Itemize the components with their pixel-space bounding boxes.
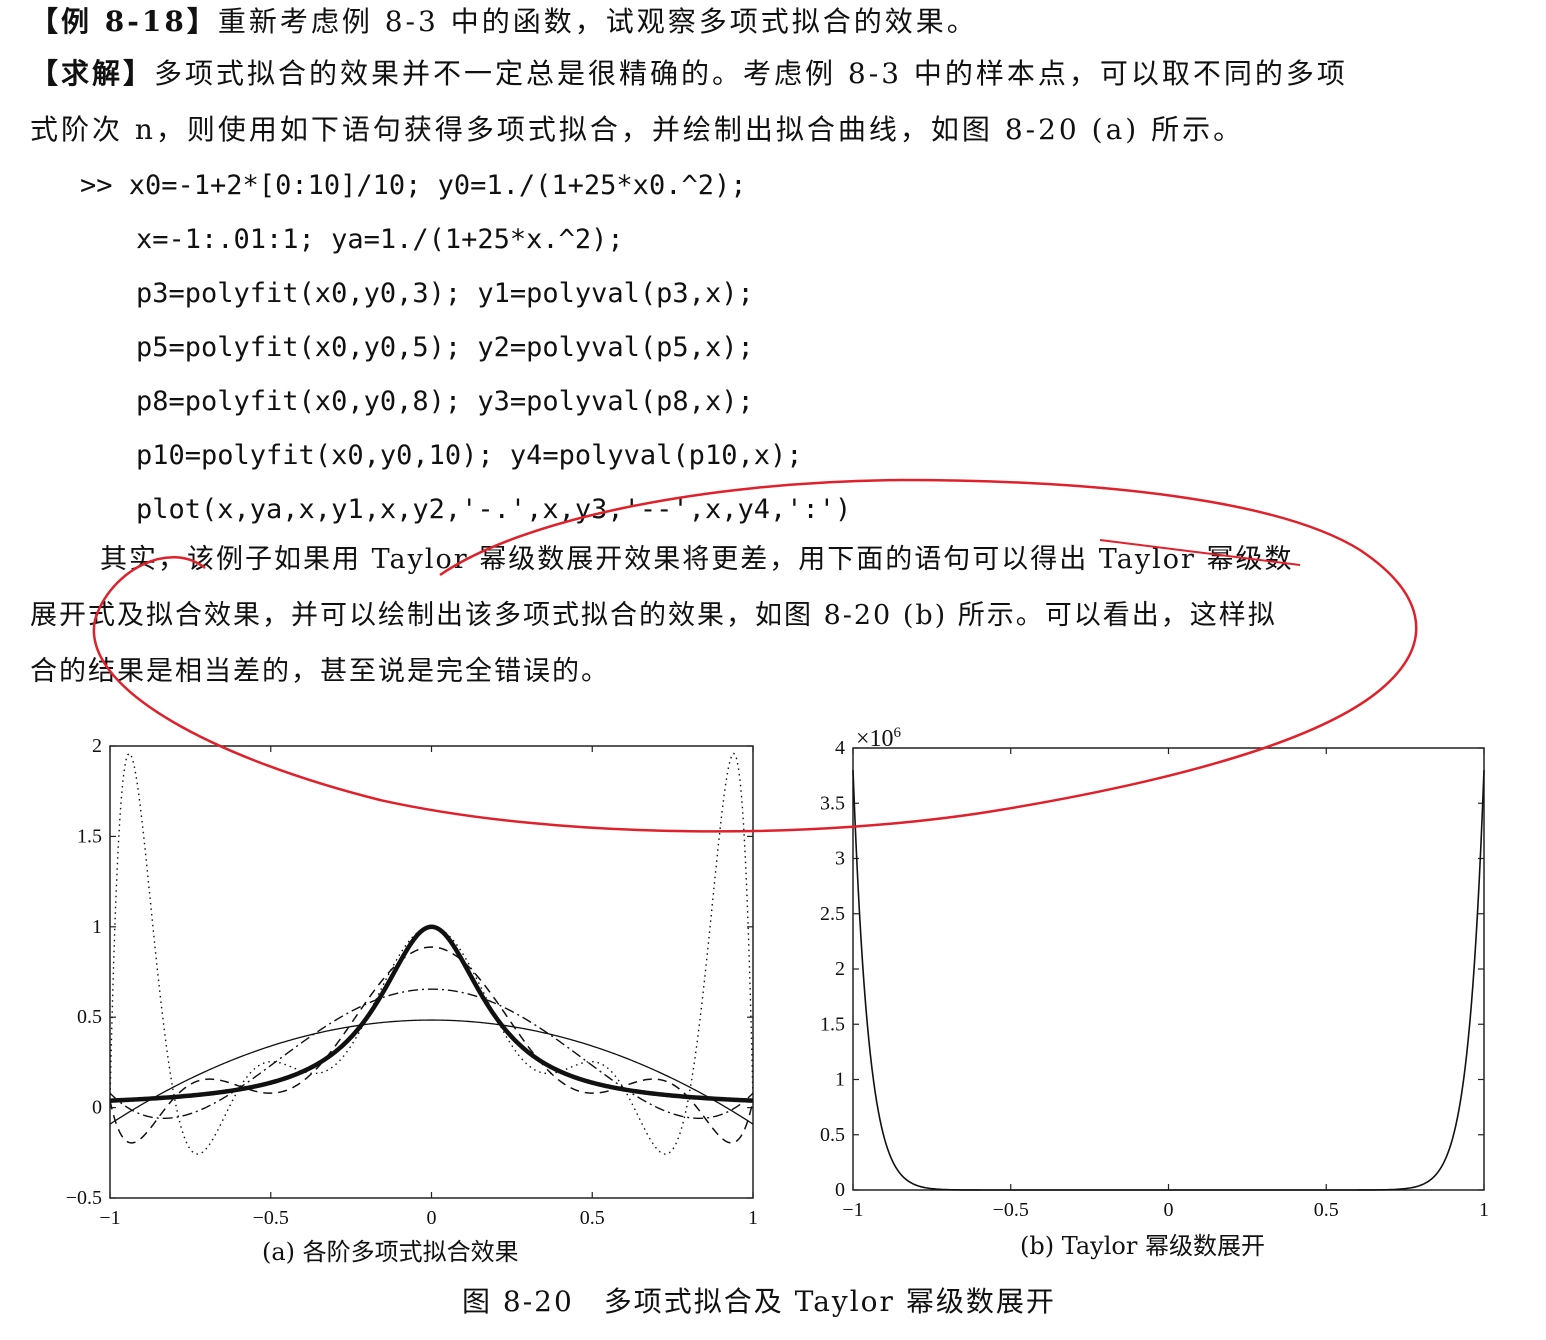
plot-b-ytick-label: 3.5 (820, 792, 845, 814)
caption-a: (a) 各阶多项式拟合效果 (262, 1238, 519, 1266)
plot-a-xtick-label: −1 (99, 1207, 120, 1229)
code-line-3: p3=polyfit(x0,y0,3); y1=polyval(p3,x); (136, 278, 754, 309)
paragraph-2-line-2: 展开式及拟合效果，并可以绘制出该多项式拟合的效果，如图 8-20 (b) 所示。… (30, 600, 1277, 631)
plot-b-ytick-label: 3 (835, 848, 845, 870)
plot-a-series-line-0 (110, 924, 753, 1103)
solution-line-1: 【求解】多项式拟合的效果并不一定总是很精确的。考虑例 8-3 中的样本点，可以取… (30, 54, 1348, 94)
paragraph-2-line-1: 其实，该例子如果用 Taylor 幂级数展开效果将更差，用下面的语句可以得出 T… (100, 544, 1294, 575)
plot-a-axes-frame (109, 745, 754, 1199)
plot-b-ytick-label: 0 (835, 1179, 845, 1201)
plot-b-ytick-label: 2.5 (820, 903, 845, 925)
plot-b-ytick-label: 1 (835, 1069, 845, 1091)
plot-b-ytick-label: 0.5 (820, 1124, 845, 1146)
plot-b-ytick-label: 1.5 (820, 1013, 845, 1035)
plot-a-xtick-label: 1 (748, 1207, 758, 1229)
solution-line-2: 式阶次 n，则使用如下语句获得多项式拟合，并绘制出拟合曲线，如图 8-20 (a… (30, 113, 1245, 146)
code-line-7: plot(x,ya,x,y1,x,y2,'-.',x,y3,'--',x,y4,… (136, 494, 852, 525)
plot-a-ytick-label: 1 (92, 916, 102, 938)
plot-b-ytick-label: 4 (835, 737, 845, 759)
code-line-2: x=-1:.01:1; ya=1./(1+25*x.^2); (136, 224, 624, 255)
plot-a-series-line-3 (110, 946, 753, 1144)
figure-caption: 图 8-20 多项式拟合及 Taylor 幂级数展开 (462, 1285, 1056, 1318)
plot-b-ytick-label: 2 (835, 958, 845, 980)
plot-a-ytick-label: 1.5 (77, 825, 102, 847)
plot-b-xtick-label: 1 (1479, 1199, 1489, 1221)
plot-a-xtick-label: 0 (427, 1207, 437, 1229)
plot-a-xtick-label: −0.5 (253, 1207, 289, 1229)
plot-b-exponent-label: ×106 (856, 725, 902, 752)
solution-label: 【求解】 (30, 57, 155, 90)
example-statement: 重新考虑例 8-3 中的函数，试观察多项式拟合的效果。 (217, 5, 978, 38)
plot-a-series-line-4 (110, 752, 753, 1155)
plot-b-xtick-label: 0 (1164, 1199, 1174, 1221)
plot-a-series-line-1 (110, 1019, 753, 1125)
plot-b-axes-frame (852, 747, 1485, 1191)
plot-b-xtick-label: −0.5 (993, 1199, 1029, 1221)
plot-a-ytick-label: 2 (92, 735, 102, 757)
example-label: 【例 8-18】 (30, 5, 218, 38)
plot-a-ytick-label: −0.5 (66, 1187, 102, 1209)
code-line-1: >> x0=-1+2*[0:10]/10; y0=1./(1+25*x0.^2)… (80, 170, 747, 201)
plot-a-ytick-label: 0.5 (77, 1006, 102, 1028)
plot-b-xtick-label: −1 (842, 1199, 863, 1221)
plot-a-ytick-label: 0 (92, 1097, 102, 1119)
solution-text-1: 多项式拟合的效果并不一定总是很精确的。考虑例 8-3 中的样本点，可以取不同的多… (154, 57, 1348, 90)
paragraph-2-line-3: 合的结果是相当差的，甚至说是完全错误的。 (30, 656, 610, 687)
plot-b-series-line (852, 770, 1485, 1191)
example-heading-line: 【例 8-18】重新考虑例 8-3 中的函数，试观察多项式拟合的效果。 (30, 2, 978, 42)
code-line-4: p5=polyfit(x0,y0,5); y2=polyval(p5,x); (136, 332, 754, 363)
code-line-6: p10=polyfit(x0,y0,10); y4=polyval(p10,x)… (136, 440, 803, 471)
caption-b: (b) Taylor 幂级数展开 (1020, 1232, 1265, 1260)
plot-a-xtick-label: 0.5 (580, 1207, 605, 1229)
code-line-5: p8=polyfit(x0,y0,8); y3=polyval(p8,x); (136, 386, 754, 417)
plot-b-xtick-label: 0.5 (1314, 1199, 1339, 1221)
plot-a-series-line-2 (110, 988, 753, 1120)
